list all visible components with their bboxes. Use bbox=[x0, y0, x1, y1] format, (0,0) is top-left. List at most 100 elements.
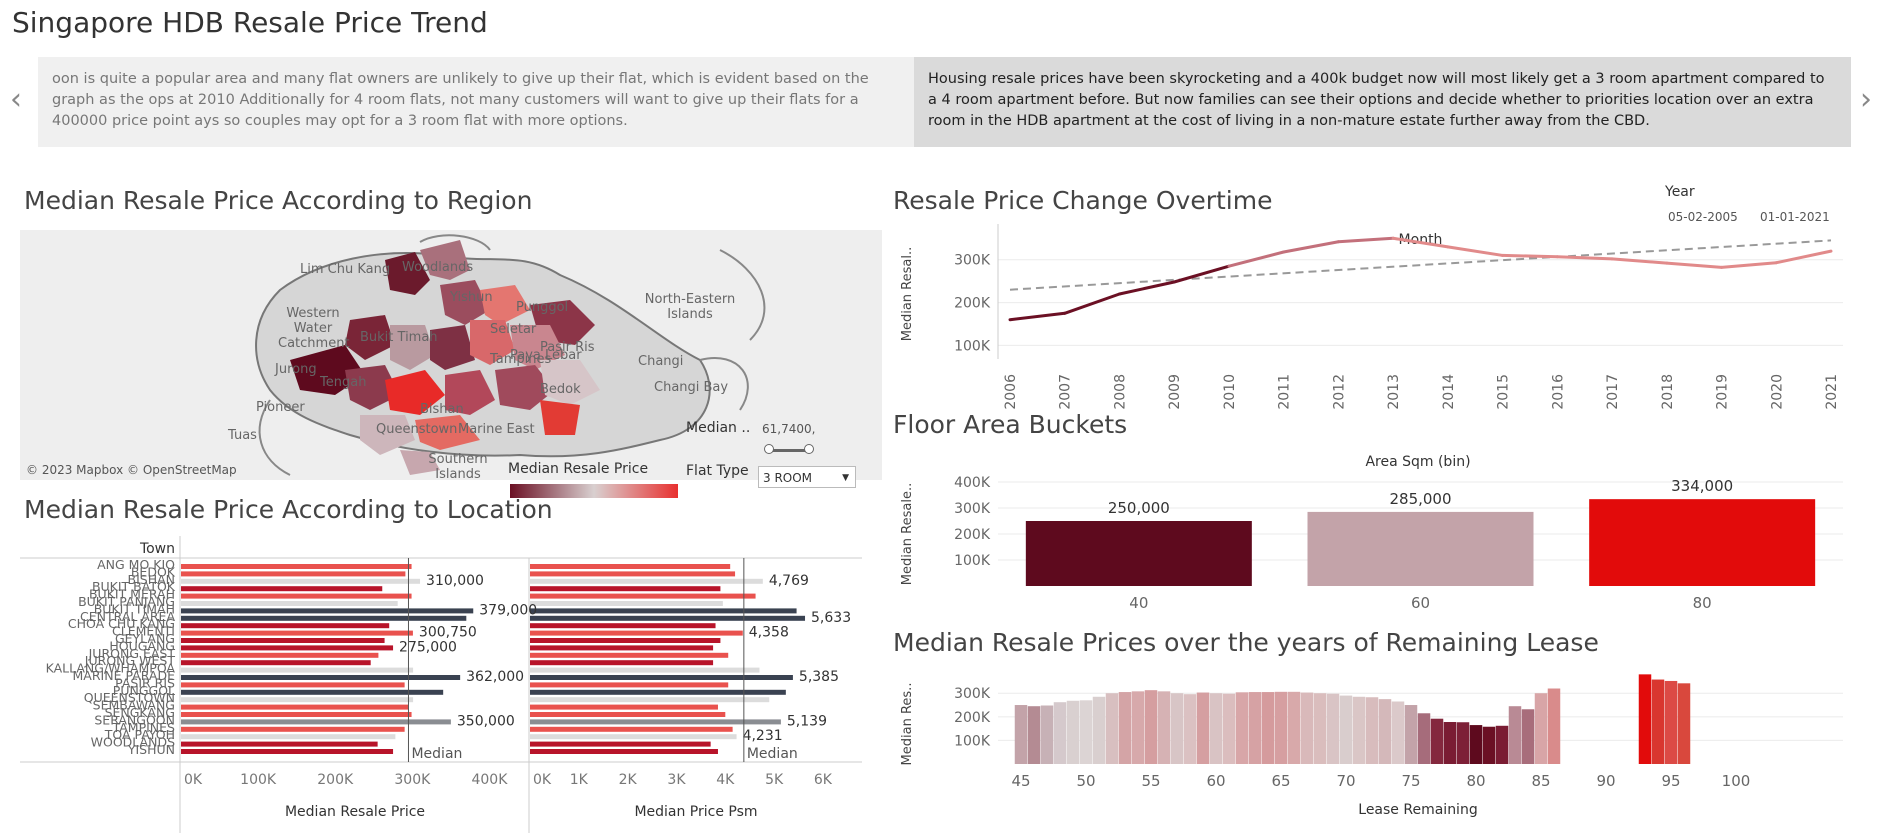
chevron-left-icon[interactable]: ‹ bbox=[10, 82, 22, 117]
town-label-4: BUKIT MERAH bbox=[89, 587, 175, 602]
psm-bar-5 bbox=[530, 601, 723, 606]
line-xtick-6: 2012 bbox=[1331, 374, 1347, 409]
area-bar-0 bbox=[1025, 521, 1252, 586]
legend-title: Median Resale Price bbox=[508, 461, 649, 477]
price-bar-5 bbox=[181, 601, 398, 606]
price-bar-14 bbox=[181, 667, 414, 673]
median-range-slider[interactable] bbox=[764, 444, 814, 456]
psm-bar-6 bbox=[530, 608, 797, 614]
story-point-current[interactable]: Housing resale prices have been skyrocke… bbox=[914, 57, 1851, 147]
psm-bar-16 bbox=[530, 682, 729, 688]
lease-bar-0 bbox=[1014, 705, 1028, 764]
map-label-6: Punggol bbox=[516, 300, 569, 315]
price-bar-9 bbox=[181, 630, 413, 636]
lease-ylabel: Median Res.. bbox=[900, 683, 915, 766]
town-label-12: JURONG EAST bbox=[88, 646, 176, 661]
town-label-0: ANG MO KIO bbox=[97, 557, 175, 572]
lease-bar-5 bbox=[1079, 700, 1093, 764]
town-label-23: TOA PAYOH bbox=[104, 727, 175, 742]
line-xtick-12: 2018 bbox=[1660, 374, 1676, 409]
psm-bar-9 bbox=[530, 630, 743, 636]
story-point-previous[interactable]: oon is quite a popular area and many fla… bbox=[38, 57, 914, 147]
psm-label-9: 4,358 bbox=[749, 625, 789, 641]
lease-bar-40 bbox=[1534, 693, 1548, 764]
psm-bar-24 bbox=[530, 741, 711, 747]
flat-type-select[interactable]: 3 ROOM ▼ bbox=[758, 466, 856, 488]
lease-bar-15 bbox=[1209, 693, 1223, 764]
line-xtick-9: 2015 bbox=[1496, 374, 1512, 409]
town-label-17: PUNGGOL bbox=[113, 683, 175, 698]
median-filter-value: 61,7400, bbox=[762, 422, 816, 436]
price-bar-13 bbox=[181, 660, 371, 666]
map-label-17: Tengah bbox=[320, 375, 367, 390]
town-label-7: CENTRAL AREA bbox=[80, 609, 175, 624]
town-label-13: JURONG WEST bbox=[84, 653, 176, 668]
lease-bar-19 bbox=[1261, 692, 1275, 764]
town-label-19: SEMBAWANG bbox=[93, 698, 175, 713]
lease-bar-36 bbox=[1482, 726, 1496, 764]
line-xtick-15: 2021 bbox=[1824, 374, 1840, 409]
town-label-9: CLEMENTI bbox=[112, 624, 175, 639]
price-bar-3 bbox=[181, 586, 383, 592]
price-label-15: 362,000 bbox=[466, 669, 524, 685]
chevron-down-icon: ▼ bbox=[842, 473, 849, 483]
psm-xtick-5: 5K bbox=[765, 772, 784, 788]
lease-bar-8 bbox=[1118, 692, 1132, 764]
lease-bar-6 bbox=[1092, 696, 1106, 764]
price-median-label: Median bbox=[411, 746, 462, 762]
region-map[interactable]: Lim Chu Kang Western Water Catchment Jur… bbox=[20, 230, 882, 480]
psm-bar-15 bbox=[530, 675, 793, 680]
line-ytick-2: 300K bbox=[954, 253, 991, 269]
line-segment-9 bbox=[1501, 253, 1559, 259]
map-label-11: Bedok bbox=[540, 382, 581, 397]
lease-chart[interactable]: Median Res.. 100K 200K 300K 45 50 55 60 65 70 75 80… bbox=[893, 664, 1853, 832]
lease-ytick-0: 100K bbox=[954, 733, 991, 749]
area-ytick-0: 100K bbox=[954, 553, 991, 569]
price-bar-21 bbox=[181, 719, 451, 725]
lease-title: Median Resale Prices over the years of R… bbox=[893, 628, 1599, 657]
psm-xtick-6: 6K bbox=[814, 772, 833, 788]
lease-ytick-1: 200K bbox=[954, 710, 991, 726]
psm-bar-20 bbox=[530, 712, 726, 717]
psm-bar-25 bbox=[530, 749, 718, 754]
town-label-24: WOODLANDS bbox=[91, 735, 175, 750]
line-segment-7 bbox=[1391, 236, 1450, 249]
town-label-1: BEDOK bbox=[131, 564, 176, 579]
line-segment-0 bbox=[1008, 311, 1067, 322]
price-bar-19 bbox=[181, 704, 409, 710]
map-label-10: Pasir Ris bbox=[540, 340, 595, 355]
lease-bar-22 bbox=[1300, 692, 1314, 764]
line-chart-title: Resale Price Change Overtime bbox=[893, 186, 1273, 215]
lease-bar-25 bbox=[1339, 695, 1353, 764]
lease-bar-35 bbox=[1469, 725, 1483, 764]
line-segment-12 bbox=[1665, 261, 1724, 269]
town-header: Town bbox=[139, 541, 175, 557]
flat-type-value: 3 ROOM bbox=[763, 471, 813, 485]
psm-label-15: 5,385 bbox=[799, 669, 839, 685]
floor-area-chart[interactable]: Area Sqm (bin) Median Resale.. 100K 200K 300… bbox=[893, 446, 1853, 620]
lease-xtick-5: 70 bbox=[1336, 772, 1355, 790]
price-label-21: 350,000 bbox=[457, 713, 515, 729]
lease-bar-31 bbox=[1417, 713, 1431, 764]
line-segment-10 bbox=[1555, 255, 1614, 261]
lease-bar-29 bbox=[1391, 701, 1405, 764]
lease-bar-23 bbox=[1313, 693, 1327, 764]
line-xtick-8: 2014 bbox=[1441, 374, 1457, 409]
price-bar-18 bbox=[181, 697, 414, 703]
lease-bar-9 bbox=[1131, 691, 1145, 764]
price-label-6: 379,000 bbox=[479, 602, 537, 618]
slider-handle-max[interactable] bbox=[804, 444, 814, 454]
psm-bar-3 bbox=[530, 586, 721, 592]
lease-bar-27 bbox=[1365, 697, 1379, 764]
chevron-right-icon[interactable]: › bbox=[1860, 82, 1872, 117]
town-label-5: BUKIT PANJANG bbox=[78, 594, 175, 609]
slider-handle-min[interactable] bbox=[764, 444, 774, 454]
lease-bar-39 bbox=[1521, 709, 1535, 764]
lease-bar-37 bbox=[1495, 725, 1509, 764]
lease-bar-26 bbox=[1352, 696, 1366, 764]
line-ylabel: Median Resal.. bbox=[900, 247, 915, 341]
psm-xtick-3: 3K bbox=[667, 772, 686, 788]
price-label-11: 275,000 bbox=[399, 639, 457, 655]
